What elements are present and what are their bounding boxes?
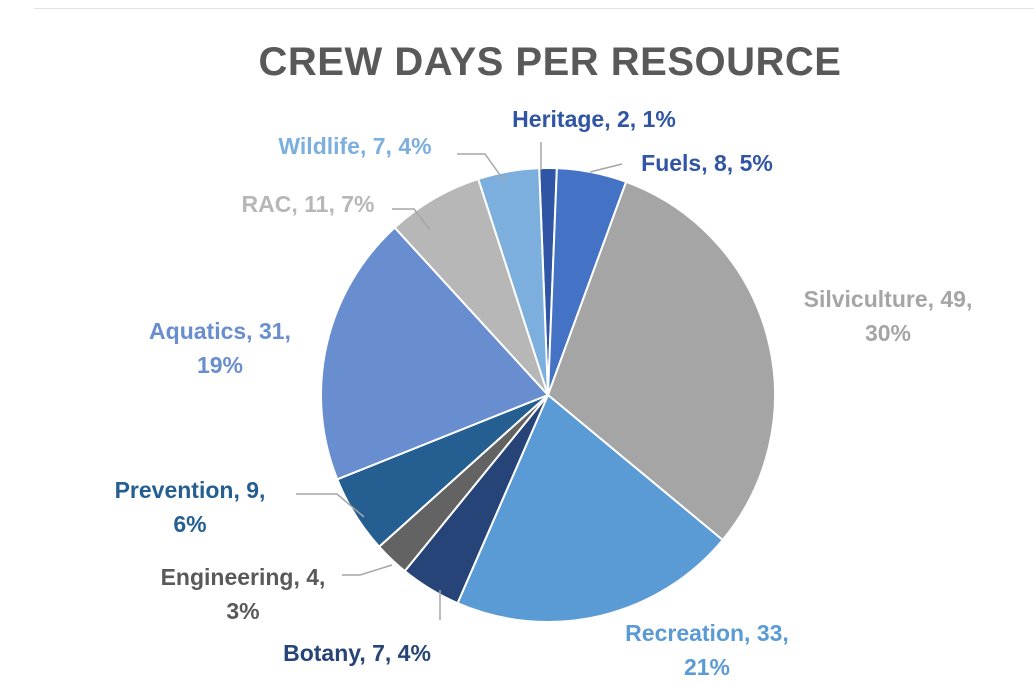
pie-slice-aquatics <box>320 226 550 481</box>
leader-lines <box>296 142 623 620</box>
data-label-rac: RAC, 11, 7% <box>242 191 375 217</box>
leader-line-engineering <box>342 564 393 576</box>
chart-title: CREW DAYS PER RESOURCE <box>258 40 842 84</box>
data-label-heritage: Heritage, 2, 1% <box>512 106 676 132</box>
top-divider <box>34 8 1034 9</box>
leader-line-rac <box>392 208 431 231</box>
leader-line-fuels <box>589 163 623 173</box>
leader-line-prevention <box>296 493 365 518</box>
leader-line-wildlife <box>457 153 506 183</box>
data-label-prevention: Prevention, 9, 6% <box>115 477 266 537</box>
data-label-engineering: Engineering, 4, 3% <box>161 564 326 624</box>
data-label-fuels: Fuels, 8, 5% <box>641 150 773 176</box>
data-label-silviculture: Silviculture, 49, 30% <box>804 286 973 346</box>
data-labels: Heritage, 2, 1% Fuels, 8, 5% Silviculture,… <box>115 106 973 680</box>
pie-slices <box>320 167 776 623</box>
pie-slice-silviculture <box>546 180 776 542</box>
data-label-aquatics: Aquatics, 31, 19% <box>149 318 291 378</box>
pie-slice-wildlife <box>477 167 549 396</box>
data-label-recreation: Recreation, 33, 21% <box>625 620 789 680</box>
data-label-botany: Botany, 7, 4% <box>283 640 431 666</box>
data-label-wildlife: Wildlife, 7, 4% <box>278 133 431 159</box>
